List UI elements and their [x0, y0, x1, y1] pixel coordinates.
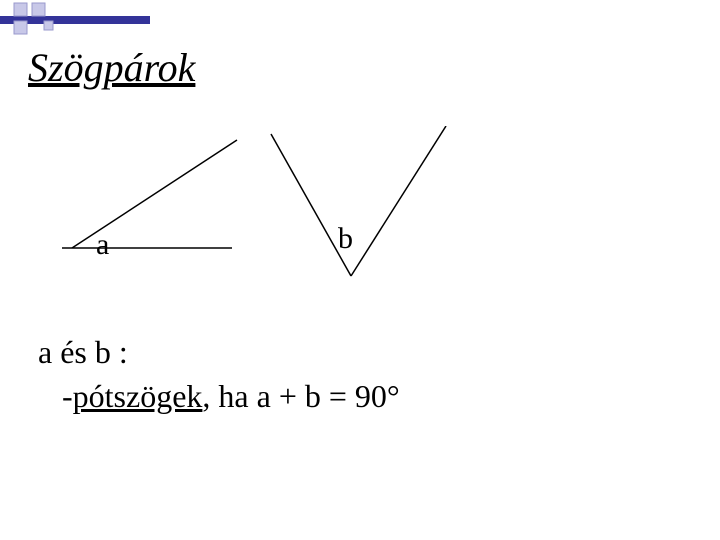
deco-square	[32, 3, 45, 16]
text-segment: pótszögek	[73, 378, 203, 414]
text-segment: 90°	[355, 378, 400, 414]
diagram-beta	[256, 126, 476, 286]
corner-decoration-svg	[0, 0, 160, 40]
text-segment: a + b =	[257, 378, 355, 414]
slide: Szögpárok a b a és b : -pótszögek, ha a …	[0, 0, 720, 540]
text-segment: , ha	[202, 378, 256, 414]
text-segment: és	[52, 334, 95, 370]
angle-ray	[351, 126, 446, 276]
label-beta: b	[338, 222, 353, 256]
text-segment: a	[38, 334, 52, 370]
body-line-2: -pótszögek, ha a + b = 90°	[62, 378, 400, 415]
diagram-beta-svg	[256, 126, 476, 286]
diagram-alpha	[62, 130, 262, 260]
text-segment: :	[111, 334, 128, 370]
page-title: Szögpárok	[28, 44, 195, 91]
body-line-1: a és b :	[38, 334, 128, 371]
deco-square	[14, 3, 27, 16]
diagram-alpha-svg	[62, 130, 262, 260]
deco-square	[44, 21, 53, 30]
text-segment: -	[62, 378, 73, 414]
corner-decoration	[0, 0, 140, 36]
text-segment: b	[95, 334, 111, 370]
deco-square	[14, 21, 27, 34]
label-alpha: a	[96, 228, 109, 262]
